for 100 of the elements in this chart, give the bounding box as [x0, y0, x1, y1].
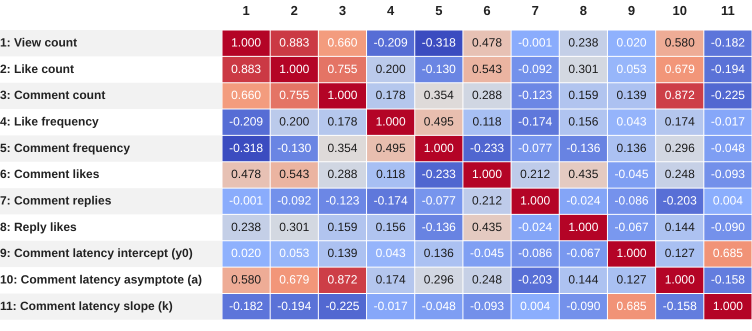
- data-label: -0.233: [422, 167, 456, 182]
- data-label: 0.296: [664, 140, 696, 155]
- data-label: 0.685: [616, 298, 647, 313]
- data-label: 0.139: [327, 246, 358, 260]
- data-label: -0.194: [277, 298, 312, 313]
- data-label: 0.301: [568, 62, 599, 76]
- data-label: -0.158: [662, 298, 698, 313]
- data-label: -0.045: [614, 167, 649, 182]
- data-label: -0.182: [229, 298, 264, 313]
- data-label: 1.000: [327, 88, 358, 102]
- data-label: 0.543: [279, 167, 310, 182]
- data-label: 0.679: [279, 272, 310, 287]
- data-label: 1.000: [279, 62, 310, 76]
- data-label: 1.000: [712, 298, 744, 313]
- data-label: 0.174: [664, 114, 696, 129]
- data-label: -0.090: [710, 220, 746, 234]
- data-label: 0.053: [279, 246, 310, 260]
- data-label: -0.017: [374, 298, 408, 313]
- data-label: -0.086: [518, 246, 553, 260]
- data-label: 0.883: [279, 35, 310, 50]
- data-label: -0.090: [566, 298, 601, 313]
- data-label: -0.077: [518, 140, 553, 155]
- y-tick-label: 10: Comment latency asymptote (a): [0, 272, 202, 287]
- data-label: -0.017: [710, 114, 746, 129]
- data-label: -0.123: [518, 88, 553, 102]
- x-tick-label: 9: [628, 2, 636, 18]
- data-label: -0.209: [229, 114, 264, 129]
- data-label: 0.248: [472, 272, 502, 287]
- data-label: 0.200: [376, 62, 406, 76]
- data-label: 0.543: [472, 62, 502, 76]
- data-label: 1.000: [472, 167, 502, 182]
- data-label: 0.883: [231, 62, 262, 76]
- x-tick-label: 11: [721, 2, 735, 18]
- data-label: 0.248: [664, 167, 696, 182]
- x-tick-label: 1: [242, 2, 250, 18]
- data-label: 0.580: [664, 35, 696, 50]
- data-label: 0.156: [568, 114, 599, 129]
- data-label: 0.354: [424, 88, 454, 102]
- data-label: -0.136: [566, 140, 601, 155]
- data-label: -0.024: [518, 220, 553, 234]
- data-label: 0.354: [327, 140, 358, 155]
- data-label: 0.755: [279, 88, 310, 102]
- data-label: 1.000: [568, 220, 599, 234]
- data-label: 0.495: [424, 114, 454, 129]
- data-label: 0.178: [376, 88, 406, 102]
- data-label: 0.020: [231, 246, 262, 260]
- data-label: 0.043: [616, 114, 647, 129]
- data-label: 0.159: [568, 88, 599, 102]
- data-label: -0.067: [614, 220, 649, 234]
- data-label: 0.174: [376, 272, 406, 287]
- x-tick-label: 8: [580, 2, 587, 18]
- data-label: -0.209: [374, 35, 408, 50]
- data-label: 0.478: [231, 167, 262, 182]
- data-label: 0.495: [376, 140, 406, 155]
- data-label: -0.318: [422, 35, 456, 50]
- data-label: -0.092: [277, 194, 312, 208]
- data-label: 0.478: [472, 35, 502, 50]
- x-tick-label: 2: [290, 2, 298, 18]
- data-label: -0.093: [470, 298, 504, 313]
- data-label: 0.053: [616, 62, 647, 76]
- data-label: 0.238: [231, 220, 262, 234]
- data-label: 0.435: [472, 220, 502, 234]
- data-label: -0.067: [566, 246, 601, 260]
- data-label: 0.156: [376, 220, 406, 234]
- data-label: 0.118: [376, 167, 406, 182]
- data-label: -0.086: [614, 194, 649, 208]
- data-label: -0.077: [422, 194, 456, 208]
- data-label: 0.004: [520, 298, 551, 313]
- data-label: 1.000: [520, 194, 551, 208]
- data-label: 0.288: [472, 88, 502, 102]
- data-label: 0.301: [279, 220, 310, 234]
- data-label: -0.001: [229, 194, 264, 208]
- data-label: 0.288: [327, 167, 358, 182]
- data-label: -0.048: [710, 140, 746, 155]
- y-tick-label: 9: Comment latency intercept (y0): [0, 246, 193, 260]
- data-label: 0.020: [616, 35, 647, 50]
- data-label: -0.048: [422, 298, 456, 313]
- x-tick-label: 5: [435, 2, 442, 18]
- y-tick-label: 6: Comment likes: [0, 167, 100, 182]
- x-tick-label: 6: [483, 2, 491, 18]
- data-label: -0.130: [422, 62, 456, 76]
- data-label: -0.318: [229, 140, 264, 155]
- data-label: -0.174: [518, 114, 553, 129]
- data-label: 1.000: [376, 114, 406, 129]
- data-label: 0.136: [616, 140, 647, 155]
- data-label: 0.660: [327, 35, 358, 50]
- data-label: 0.212: [520, 167, 551, 182]
- y-tick-label: 5: Comment frequency: [0, 140, 130, 155]
- x-tick-label: 7: [532, 2, 539, 18]
- data-label: 0.872: [664, 88, 696, 102]
- data-label: 0.127: [664, 246, 696, 260]
- y-tick-label: 8: Reply likes: [0, 220, 78, 234]
- y-tick-label: 2: Like count: [0, 62, 74, 76]
- data-label: 0.136: [424, 246, 454, 260]
- data-label: 0.212: [472, 194, 502, 208]
- data-label: -0.024: [566, 194, 601, 208]
- data-label: 0.178: [327, 114, 358, 129]
- y-tick-label: 11: Comment latency slope (k): [0, 298, 173, 313]
- data-label: -0.174: [374, 194, 408, 208]
- data-label: 0.872: [327, 272, 358, 287]
